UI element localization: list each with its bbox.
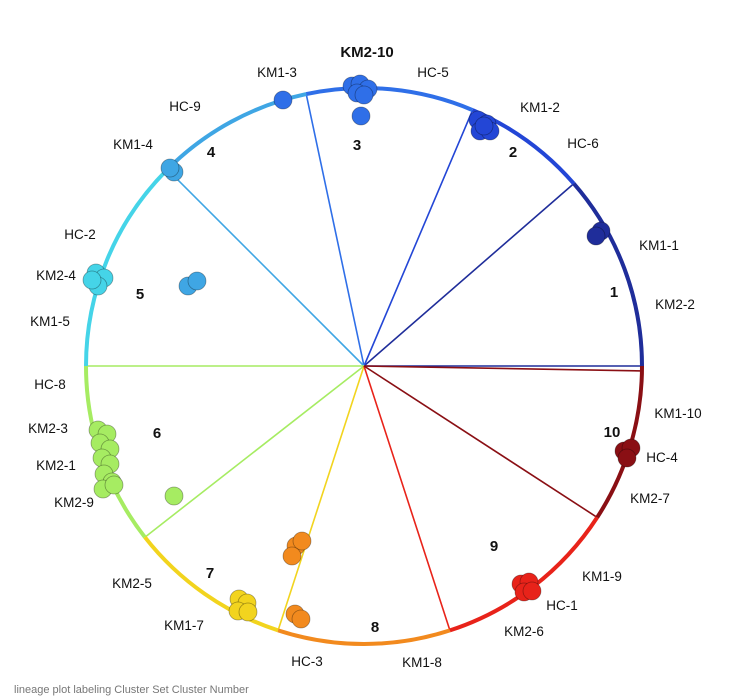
cluster-3-point-5 — [354, 85, 374, 105]
label-km2-6: KM2-6 — [504, 624, 544, 639]
cluster-7-point-4 — [238, 602, 258, 622]
sector-line-10 — [363, 365, 598, 519]
rim-arc-7 — [143, 535, 279, 633]
cluster-8-point-3 — [282, 546, 302, 566]
sector-number-4: 4 — [207, 144, 216, 161]
sector-line-8 — [277, 365, 365, 631]
label-km2-7: KM2-7 — [630, 491, 670, 506]
rim-arc-3 — [305, 86, 474, 112]
sector-number-2: 2 — [509, 144, 517, 161]
label-km2-4: KM2-4 — [36, 268, 76, 283]
label-km2-9: KM2-9 — [54, 495, 94, 510]
cluster-points — [82, 74, 641, 629]
cluster-3-point-6 — [351, 106, 371, 126]
sector-number-5: 5 — [136, 286, 144, 303]
cluster-5-point-4 — [82, 270, 102, 290]
cluster-1-point-2 — [586, 226, 606, 246]
sector-line-3 — [363, 109, 474, 367]
cluster-10-point-3 — [617, 448, 637, 468]
figure-caption: lineage plot labeling Cluster Set Cluste… — [14, 684, 249, 696]
label-km1-10: KM1-10 — [654, 406, 701, 421]
label-km2-5: KM2-5 — [112, 576, 152, 591]
cluster-labels: KM2-10 KM1-3 HC-5 KM1-2 HC-9 KM1-4 HC-6 HC-2 KM1… — [28, 44, 702, 670]
label-km2-3: KM2-3 — [28, 421, 68, 436]
sector-lines — [86, 93, 643, 631]
cluster-8-point-5 — [291, 609, 311, 629]
rim-arc-8 — [277, 628, 451, 646]
sector-line-5 — [166, 168, 365, 367]
rim-arc-9 — [449, 516, 599, 633]
sector-line-7 — [144, 365, 365, 538]
label-km2-10: KM2-10 — [340, 44, 393, 61]
cluster-6-point-10 — [104, 475, 124, 495]
label-hc-9: HC-9 — [169, 99, 201, 114]
label-hc-1: HC-1 — [546, 598, 578, 613]
label-km1-1: KM1-1 — [639, 238, 679, 253]
label-hc-4: HC-4 — [646, 450, 678, 465]
rim-arc-1 — [572, 182, 644, 367]
sector-number-9: 9 — [490, 538, 498, 555]
sector-numbers: 1 2 3 4 5 6 7 8 9 10 — [136, 137, 621, 636]
cluster-4-point-4 — [187, 271, 207, 291]
sector-line-11 — [363, 365, 643, 372]
cluster-9-point-4 — [522, 581, 542, 601]
label-km1-8: KM1-8 — [402, 655, 442, 670]
label-hc-6: HC-6 — [567, 136, 599, 151]
cluster-8-point-2 — [292, 531, 312, 551]
cluster-4-point-2 — [160, 158, 180, 178]
label-km2-1: KM2-1 — [36, 458, 76, 473]
cluster-3-point-7 — [273, 90, 293, 110]
label-km1-7: KM1-7 — [164, 618, 204, 633]
label-hc-2: HC-2 — [64, 227, 96, 242]
sector-number-7: 7 — [206, 565, 214, 582]
sector-line-4 — [305, 93, 365, 367]
sector-line-9 — [363, 365, 451, 631]
label-hc-5: HC-5 — [417, 65, 449, 80]
cluster-2-point-5 — [474, 116, 494, 136]
sector-line-2 — [363, 182, 575, 367]
sector-number-10: 10 — [604, 424, 621, 441]
label-km1-3: KM1-3 — [257, 65, 297, 80]
label-km1-4: KM1-4 — [113, 137, 153, 152]
sector-number-8: 8 — [371, 619, 379, 636]
label-hc-3: HC-3 — [291, 654, 323, 669]
sector-number-3: 3 — [353, 137, 361, 154]
label-hc-8: HC-8 — [34, 377, 66, 392]
cluster-6-point-11 — [164, 486, 184, 506]
sector-number-1: 1 — [610, 284, 618, 301]
rim-arc-5 — [84, 167, 169, 367]
label-km2-2: KM2-2 — [655, 297, 695, 312]
label-km1-2: KM1-2 — [520, 100, 560, 115]
sector-number-6: 6 — [153, 425, 161, 442]
label-km1-9: KM1-9 — [582, 569, 622, 584]
label-km1-5: KM1-5 — [30, 314, 70, 329]
